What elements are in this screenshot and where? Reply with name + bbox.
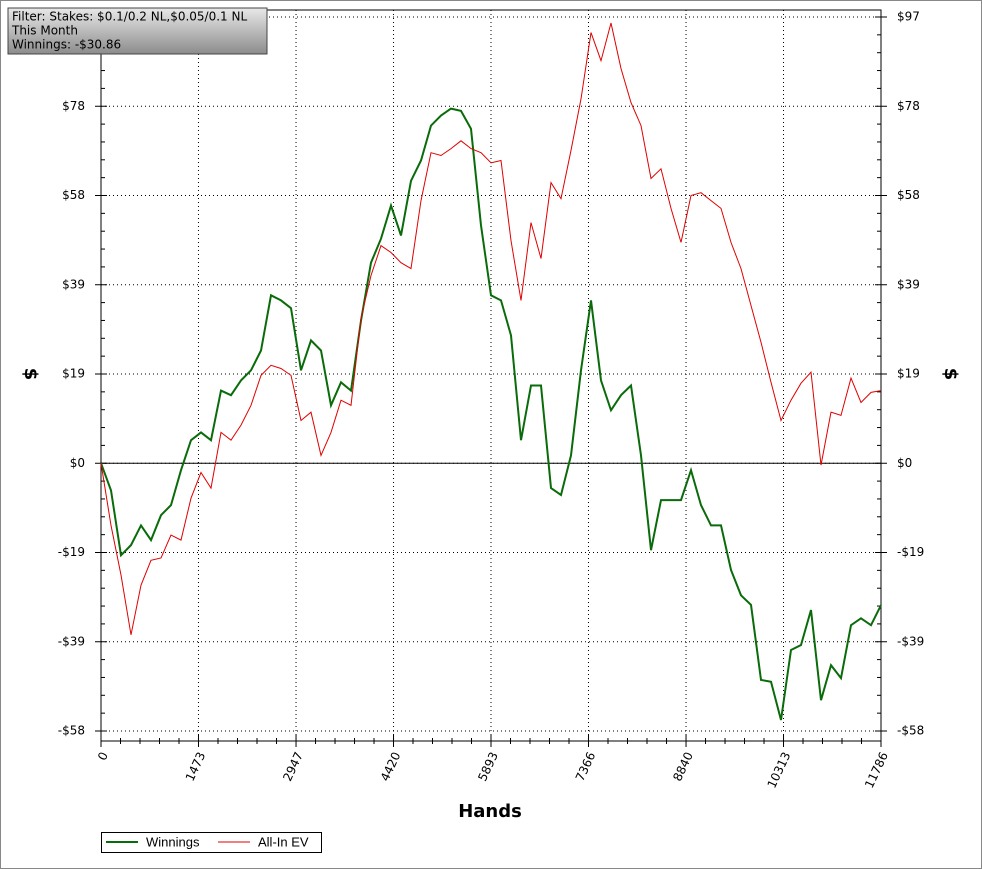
series-line: [100, 107, 882, 721]
y-tick-label: -$58: [58, 724, 85, 738]
y-tick-label: -$39: [58, 634, 85, 648]
legend-label: Winnings: [146, 834, 200, 849]
y2-tick-label: $78: [897, 99, 920, 113]
y-tick-label: $39: [62, 277, 85, 291]
legend-label: All-In EV: [258, 834, 309, 849]
y-tick-label: $78: [62, 99, 85, 113]
y-tick-label: $19: [62, 367, 85, 381]
y2-tick-label: $39: [897, 277, 920, 291]
annotation: Winnings: -$30.86: [12, 38, 121, 52]
y2-tick-label: $19: [897, 367, 920, 381]
legend-box: [101, 832, 322, 853]
y2-tick-label: $97: [897, 10, 920, 24]
y-tick-label: -$19: [58, 545, 85, 559]
x-axis-label: Hands: [458, 801, 522, 822]
annotation: This Month: [11, 24, 78, 38]
filter-box: Filter: Stakes: $0.1/0.2 NL,$0.05/0.1 NL…: [7, 7, 268, 55]
y2-tick-label: -$19: [897, 545, 924, 559]
y-tick-label: $58: [62, 188, 85, 202]
annotation: Filter: Stakes: $0.1/0.2 NL,$0.05/0.1 NL: [12, 10, 247, 24]
y-axis-label: $: [20, 368, 41, 381]
y2-axis-label: $: [940, 368, 961, 381]
y-tick-label: $0: [70, 456, 85, 470]
y2-tick-label: -$58: [897, 724, 924, 738]
y2-tick-label: -$39: [897, 634, 924, 648]
y2-tick-label: $58: [897, 188, 920, 202]
series-line: [100, 22, 882, 635]
legend: Winnings All-In EV: [101, 832, 322, 853]
filter-box-bg: [7, 7, 268, 55]
y2-tick-label: $0: [897, 456, 912, 470]
